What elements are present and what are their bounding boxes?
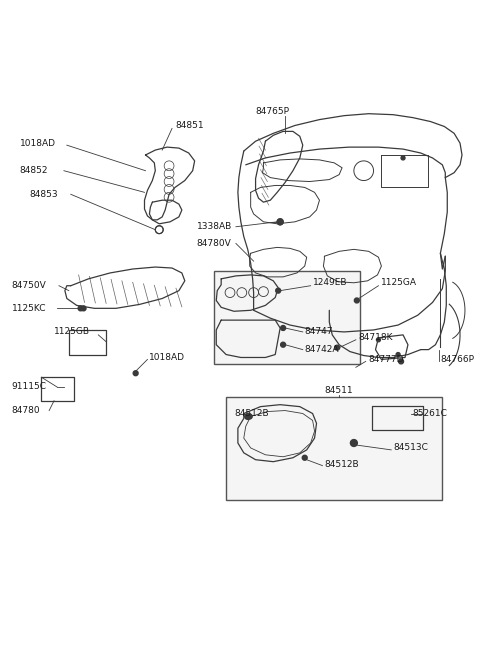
Text: 1018AD: 1018AD (149, 353, 185, 362)
Circle shape (354, 298, 360, 303)
Text: 84766P: 84766P (440, 355, 474, 364)
Circle shape (350, 440, 357, 447)
Text: 84742A: 84742A (305, 345, 339, 354)
Text: 84780: 84780 (12, 406, 40, 415)
Text: 91115C: 91115C (12, 383, 47, 392)
Text: 84851: 84851 (175, 121, 204, 130)
Text: 84765P: 84765P (255, 107, 289, 116)
Circle shape (398, 359, 404, 364)
Text: 84750V: 84750V (12, 281, 47, 290)
Circle shape (281, 343, 286, 347)
Text: 84512B: 84512B (324, 460, 359, 469)
Circle shape (376, 338, 381, 342)
Circle shape (277, 219, 283, 225)
Text: 84513C: 84513C (393, 443, 428, 453)
Circle shape (78, 306, 83, 310)
Text: 1125KC: 1125KC (12, 304, 46, 313)
Text: 1018AD: 1018AD (20, 139, 56, 147)
Circle shape (245, 413, 251, 419)
Text: 1125GB: 1125GB (54, 328, 90, 337)
Text: 84718K: 84718K (359, 333, 393, 343)
FancyBboxPatch shape (214, 271, 360, 364)
Circle shape (335, 345, 340, 350)
Circle shape (351, 441, 356, 445)
Text: 1125GA: 1125GA (382, 278, 418, 288)
Circle shape (281, 326, 286, 331)
FancyBboxPatch shape (226, 397, 443, 500)
Text: 1338AB: 1338AB (197, 222, 232, 231)
Circle shape (276, 288, 281, 293)
Text: 84512B: 84512B (234, 409, 269, 418)
Text: 84747: 84747 (305, 328, 333, 337)
Text: 84777D: 84777D (369, 355, 404, 364)
Circle shape (133, 371, 138, 376)
Circle shape (302, 455, 307, 460)
Circle shape (247, 414, 252, 419)
Text: 84852: 84852 (20, 166, 48, 175)
Text: 1249EB: 1249EB (312, 278, 347, 288)
Text: 84853: 84853 (29, 190, 58, 199)
Circle shape (401, 156, 405, 160)
Text: 84780V: 84780V (197, 239, 231, 248)
Circle shape (81, 306, 86, 310)
Text: 84511: 84511 (325, 386, 353, 396)
Circle shape (277, 219, 283, 225)
Circle shape (396, 352, 400, 356)
Text: 85261C: 85261C (413, 409, 448, 418)
